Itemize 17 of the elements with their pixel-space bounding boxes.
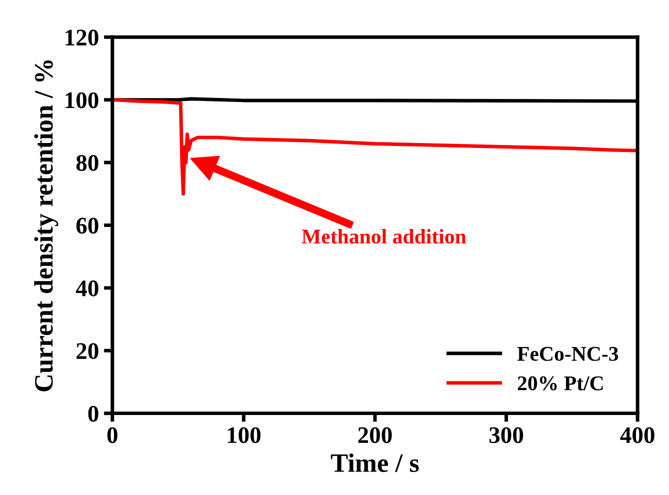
y-tick-label: 80 (76, 155, 98, 171)
y-tick-label: 120 (66, 30, 98, 46)
y-tick-label: 60 (76, 218, 98, 234)
x-tick-label: 200 (358, 427, 392, 444)
y-tick-label: 20 (76, 343, 98, 360)
x-tick-label: 0 (107, 427, 118, 444)
legend-label: 20% Pt/C (518, 376, 603, 390)
y-axis-title: Current density retention / % (34, 60, 58, 392)
y-tick-label: 100 (66, 92, 98, 108)
x-axis-title: Time / s (330, 453, 419, 472)
x-tick-label: 300 (489, 427, 524, 444)
x-tick-label: 100 (228, 427, 260, 444)
legend-label: FeCo-NC-3 (517, 346, 618, 361)
y-tick-label: 0 (88, 406, 98, 422)
y-tick-label: 40 (76, 280, 98, 296)
x-tick-label: 400 (620, 427, 654, 444)
annotation: Methanol addition (302, 228, 466, 244)
